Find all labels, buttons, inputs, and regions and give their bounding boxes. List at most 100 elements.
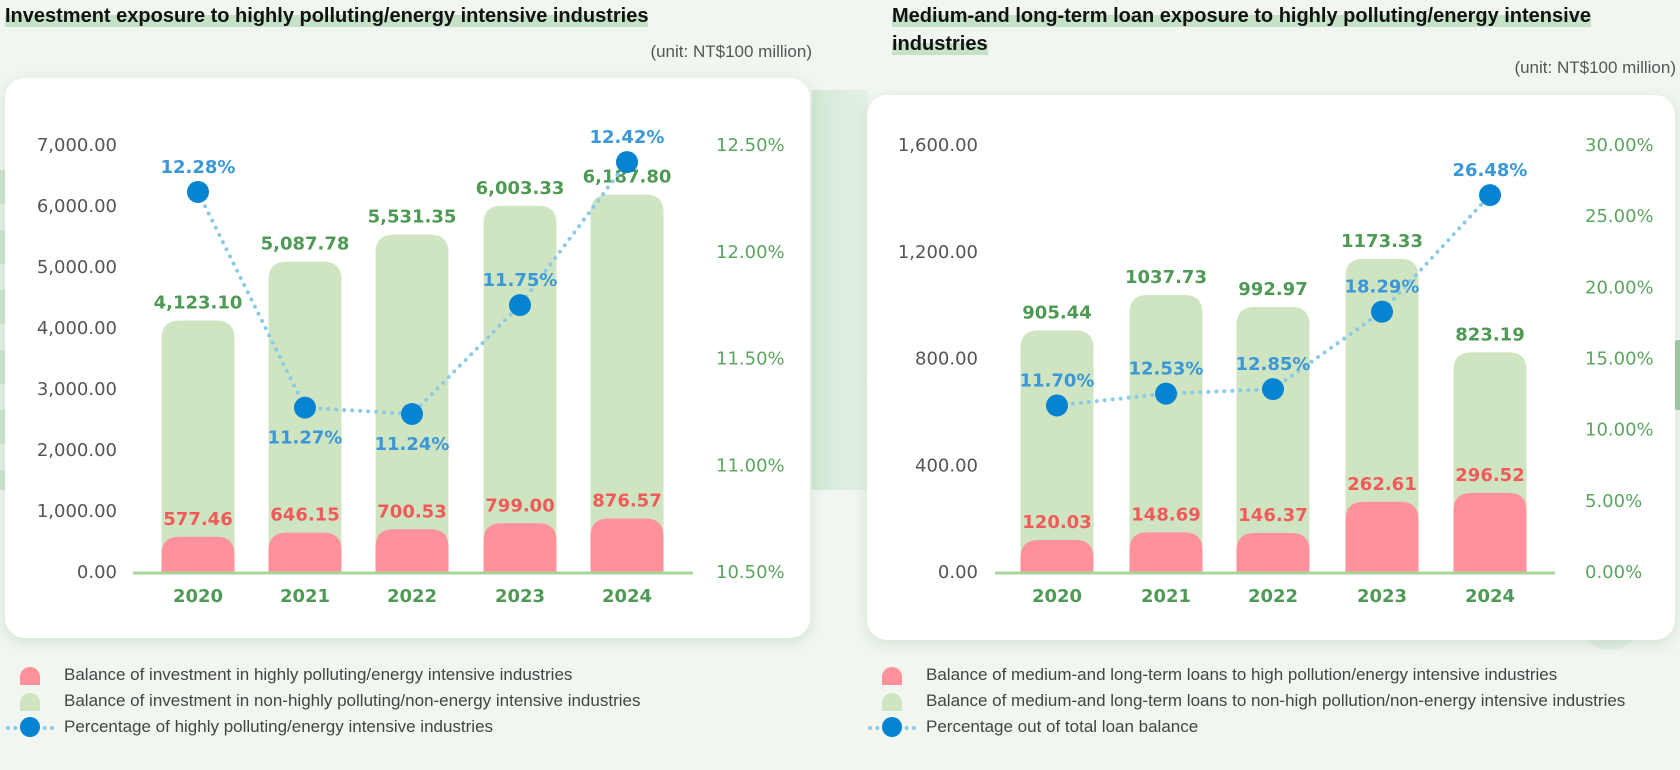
polluting-value-label: 876.57	[592, 491, 661, 512]
green-bar-swatch-icon	[20, 693, 40, 711]
non-polluting-value-label: 4,123.10	[154, 292, 243, 313]
x-axis-tick-label: 2024	[1465, 586, 1515, 607]
polluting-bar	[1345, 501, 1419, 572]
legend-label: Balance of medium-and long-term loans to…	[926, 691, 1626, 710]
percentage-point	[401, 403, 423, 426]
y-axis-tick-label: 0.00	[938, 562, 978, 583]
non-polluting-bar	[161, 320, 235, 572]
non-polluting-value-label: 905.44	[1022, 302, 1091, 323]
x-axis-tick-label: 2022	[1248, 586, 1298, 607]
polluting-value-label: 262.61	[1347, 474, 1416, 495]
polluting-value-label: 146.37	[1238, 505, 1307, 526]
y-axis-tick-label: 7,000.00	[37, 135, 117, 156]
legend-item-percentage: Percentage of highly polluting/energy in…	[0, 717, 840, 737]
polluting-bar	[161, 536, 235, 572]
non-polluting-value-label: 5,531.35	[368, 207, 457, 228]
percentage-value-label: 26.48%	[1453, 160, 1528, 181]
percentage-point	[616, 151, 638, 174]
non-polluting-bar	[1129, 295, 1203, 572]
percentage-point	[187, 180, 209, 203]
y2-axis-tick-label: 10.00%	[1585, 420, 1654, 441]
left-chart-title-text: Investment exposure to highly polluting/…	[5, 5, 649, 27]
x-axis-tick-label: 2020	[1032, 586, 1082, 607]
percentage-value-label: 11.75%	[483, 270, 558, 291]
non-polluting-value-label: 6,003.33	[476, 178, 565, 199]
percentage-point	[294, 396, 316, 419]
polluting-bar	[483, 523, 557, 572]
y-axis-tick-label: 1,000.00	[37, 501, 117, 522]
percentage-value-label: 12.28%	[161, 157, 236, 178]
y-axis-tick-label: 4,000.00	[37, 318, 117, 339]
percentage-value-label: 11.27%	[268, 428, 343, 449]
percentage-line	[196, 160, 629, 417]
y2-axis-tick-label: 12.50%	[716, 135, 785, 156]
polluting-value-label: 799.00	[485, 495, 554, 516]
non-polluting-value-label: 823.19	[1455, 324, 1524, 345]
percentage-point	[1371, 300, 1393, 323]
percentage-value-label: 18.29%	[1345, 277, 1420, 298]
x-axis-tick-label: 2023	[1357, 586, 1407, 607]
non-polluting-value-label: 1173.33	[1341, 231, 1423, 252]
non-polluting-value-label: 5,087.78	[261, 234, 350, 255]
non-polluting-bar	[590, 194, 664, 573]
polluting-bar	[1020, 539, 1094, 572]
right-unit-label: (unit: NT$100 million)	[1514, 58, 1676, 77]
polluting-bar	[1236, 532, 1310, 572]
polluting-bar	[1129, 532, 1203, 572]
y-axis-tick-label: 5,000.00	[37, 257, 117, 278]
percentage-point	[1262, 378, 1284, 401]
y-axis-tick-label: 6,000.00	[37, 196, 117, 217]
y2-axis-tick-label: 20.00%	[1585, 277, 1654, 298]
polluting-value-label: 577.46	[163, 509, 232, 530]
non-polluting-value-label: 6,187.80	[583, 167, 672, 188]
y-axis-tick-label: 800.00	[915, 349, 978, 370]
percentage-value-label: 11.24%	[375, 434, 450, 455]
right-legend: Balance of medium-and long-term loans to…	[862, 665, 1672, 743]
green-bar-swatch-icon	[882, 693, 902, 711]
y-axis-tick-label: 2,000.00	[37, 440, 117, 461]
percentage-point	[509, 294, 531, 317]
polluting-bar	[590, 518, 664, 572]
y2-axis-tick-label: 0.00%	[1585, 562, 1642, 583]
y-axis-tick-label: 0.00	[77, 562, 117, 583]
y2-axis-tick-label: 15.00%	[1585, 349, 1654, 370]
pink-bar-swatch-icon	[20, 667, 40, 685]
x-axis-tick-label: 2020	[173, 586, 223, 607]
pink-bar-swatch-icon	[882, 667, 902, 685]
right-chart-title: Medium-and long-term loan exposure to hi…	[892, 2, 1672, 58]
non-polluting-bar	[483, 205, 557, 572]
y2-axis-tick-label: 12.00%	[716, 242, 785, 263]
y2-axis-tick-label: 5.00%	[1585, 491, 1642, 512]
y2-axis-tick-label: 10.50%	[716, 562, 785, 583]
polluting-value-label: 120.03	[1022, 512, 1091, 533]
x-axis-tick-label: 2021	[1141, 586, 1191, 607]
non-polluting-bar	[1020, 330, 1094, 572]
x-axis-tick-label: 2022	[387, 586, 437, 607]
percentage-value-label: 11.70%	[1020, 370, 1095, 391]
y-axis-tick-label: 400.00	[915, 455, 978, 476]
legend-item-non-investment: Balance of investment in non-highly poll…	[0, 691, 840, 711]
legend-item-non-loans: Balance of medium-and long-term loans to…	[862, 691, 1672, 711]
non-polluting-value-label: 1037.73	[1125, 267, 1207, 288]
polluting-bar	[268, 532, 342, 572]
polluting-value-label: 148.69	[1131, 504, 1200, 525]
legend-label: Balance of investment in highly pollutin…	[64, 665, 573, 684]
polluting-bar	[375, 529, 449, 572]
y-axis-tick-label: 3,000.00	[37, 379, 117, 400]
y-axis-tick-label: 1,600.00	[898, 135, 978, 156]
background-decoration	[812, 90, 868, 490]
percentage-point	[1155, 382, 1177, 405]
x-axis-tick-label: 2024	[602, 586, 652, 607]
polluting-value-label: 646.15	[270, 505, 339, 526]
blue-dot-swatch-icon	[882, 717, 902, 737]
percentage-point	[1046, 394, 1068, 417]
non-polluting-bar	[1345, 258, 1419, 572]
percentage-value-label: 12.85%	[1236, 354, 1311, 375]
background-decoration	[1672, 340, 1680, 410]
legend-label: Balance of investment in non-highly poll…	[64, 691, 641, 710]
legend-item-loan-percentage: Percentage out of total loan balance	[862, 717, 1672, 737]
non-polluting-value-label: 992.97	[1238, 279, 1307, 300]
polluting-value-label: 700.53	[377, 501, 446, 522]
